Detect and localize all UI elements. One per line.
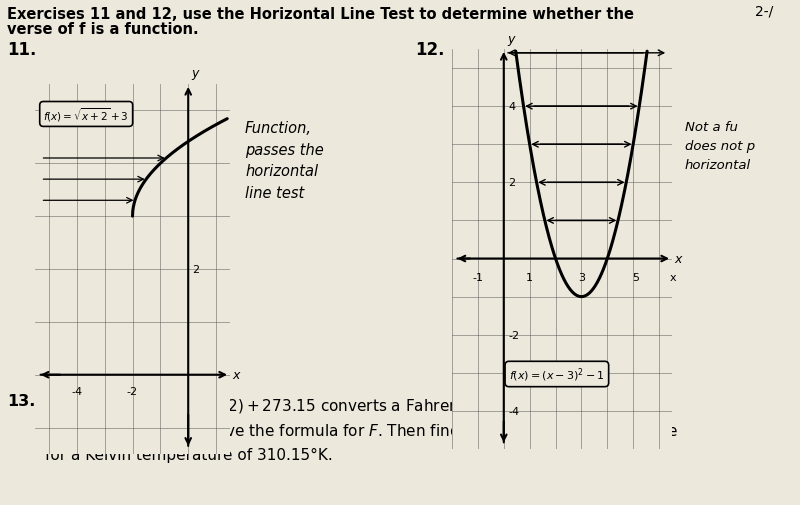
Text: -4: -4 [509,406,519,416]
Text: Exercises 11 and 12, use the Horizontal Line Test to determine whether the: Exercises 11 and 12, use the Horizontal … [7,7,634,22]
Text: -2: -2 [127,386,138,396]
Text: Function,
passes the
horizontal
line test: Function, passes the horizontal line tes… [245,121,324,200]
Text: 13.: 13. [7,393,35,408]
Text: x: x [670,272,677,282]
Text: 3: 3 [578,272,585,282]
Text: for a Kelvin temperature of 310.15°K.: for a Kelvin temperature of 310.15°K. [45,447,333,462]
Text: $f(x) = (x-3)^2 - 1$: $f(x) = (x-3)^2 - 1$ [509,366,605,383]
Text: 12.: 12. [415,41,445,59]
Text: y: y [507,33,514,46]
Text: 4: 4 [509,102,515,112]
Text: -4: -4 [71,386,82,396]
Text: 1: 1 [526,272,533,282]
Text: -1: -1 [472,272,483,282]
Text: $\mathit{K}$= Kelvin°: $\mathit{K}$= Kelvin° [95,377,167,391]
Text: Not a fu
does not p
horizontal: Not a fu does not p horizontal [685,121,755,172]
Text: The formula  $K = \frac{5}{9}(F - 32) + 273.15$ converts a Fahrenheit temperatur: The formula $K = \frac{5}{9}(F - 32) + 2… [45,393,623,419]
Text: $f(x) = \sqrt{x+2} + 3$: $f(x) = \sqrt{x+2} + 3$ [43,106,129,124]
Text: -2: -2 [509,330,519,340]
Text: 11.: 11. [7,41,36,59]
Text: 5: 5 [632,272,639,282]
Text: 2-/: 2-/ [755,4,774,18]
Text: y: y [191,67,199,80]
Text: x: x [674,252,682,266]
Text: x: x [233,369,240,381]
Text: Kelvin temperature. Solve the formula for $F$. Then find the Fahrenheit temperat: Kelvin temperature. Solve the formula fo… [45,421,678,440]
Text: 2: 2 [509,178,515,188]
Text: 2: 2 [192,265,199,274]
Text: verse of f is a function.: verse of f is a function. [7,22,198,37]
